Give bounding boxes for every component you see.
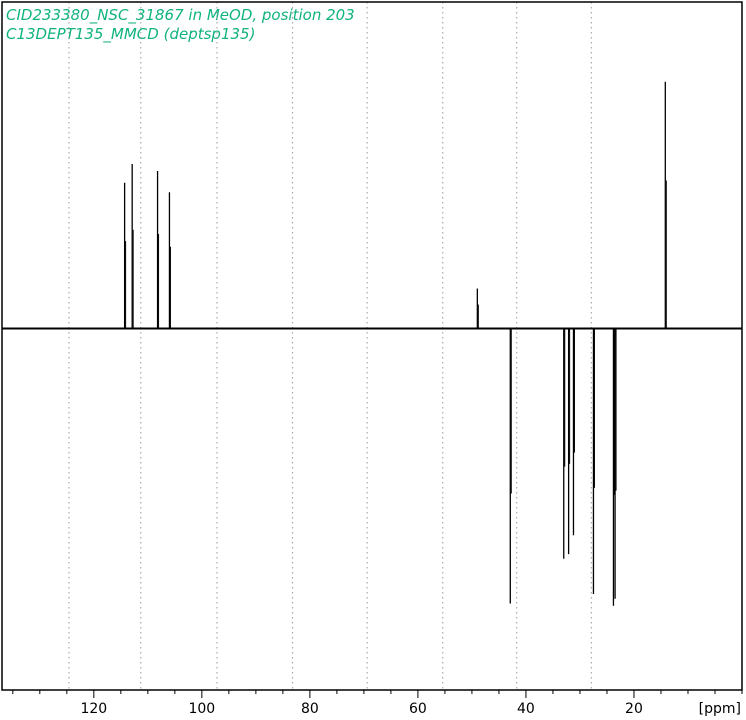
plot-frame — [1, 1, 743, 691]
x-tick-label: 80 — [301, 701, 319, 717]
x-tick-label: 120 — [80, 701, 107, 717]
x-tick-label: 60 — [409, 701, 427, 717]
x-axis-ticks — [12, 690, 743, 698]
experiment-title: C13DEPT135_MMCD (deptsp135) — [6, 25, 256, 43]
x-tick-label: 100 — [188, 701, 215, 717]
grid-lines — [68, 2, 592, 690]
spectrum-trace — [2, 81, 742, 606]
spectrum-title: CID233380_NSC_31867 in MeOD, position 20… — [6, 6, 355, 24]
x-axis-labels: 120 100 80 60 40 20 [ppm] — [80, 701, 741, 717]
x-tick-label: 40 — [517, 701, 535, 717]
x-axis-unit-label: [ppm] — [699, 701, 741, 717]
x-tick-label: 20 — [625, 701, 643, 717]
